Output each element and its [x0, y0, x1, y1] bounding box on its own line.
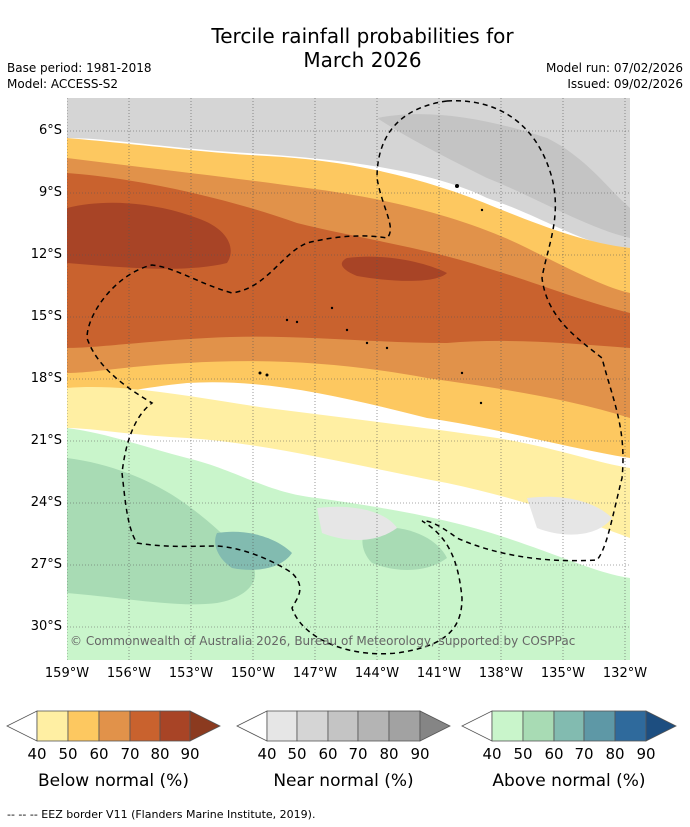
lat-label: 24°S	[30, 495, 62, 510]
above-normal-zone-50-central	[362, 527, 447, 570]
lon-label: 156°W	[106, 666, 152, 681]
base-period: Base period: 1981-2018	[7, 61, 152, 75]
legend-above-normal	[461, 710, 677, 742]
legend-tick: 50	[513, 745, 533, 763]
legend-tick: 80	[150, 745, 170, 763]
legend-tick: 70	[348, 745, 368, 763]
lon-label: 153°W	[168, 666, 214, 681]
title-line-1: Tercile rainfall probabilities for	[211, 24, 514, 48]
lon-label: 159°W	[44, 666, 90, 681]
legend-title-near: Near normal (%)	[273, 771, 414, 791]
legend-near-normal	[236, 710, 451, 742]
legend-below-normal	[6, 710, 221, 742]
legend-tick: 70	[574, 745, 594, 763]
legend-tick: 60	[544, 745, 564, 763]
eez-footnote: -- -- -- EEZ border V11 (Flanders Marine…	[7, 808, 316, 821]
legend-tick: 90	[410, 745, 430, 763]
issued-date: Issued: 09/02/2026	[567, 77, 683, 91]
title-line-2: March 2026	[303, 48, 422, 72]
lat-label: 12°S	[30, 247, 62, 262]
graticule	[67, 98, 630, 660]
legend-tick: 80	[605, 745, 625, 763]
map-title: Tercile rainfall probabilities for March…	[0, 24, 690, 72]
below-normal-zone-80-central	[341, 256, 447, 281]
eez-border-central	[86, 100, 463, 655]
near-normal-zone-southeast	[527, 496, 612, 535]
probability-map	[67, 98, 630, 660]
lon-label: 147°W	[292, 666, 338, 681]
model-name: Model: ACCESS-S2	[7, 77, 119, 91]
legend-colorbars	[6, 710, 677, 742]
legend-tick: 80	[379, 745, 399, 763]
lat-label: 21°S	[30, 433, 62, 448]
lat-label: 18°S	[30, 371, 62, 386]
below-normal-zone-40	[67, 387, 630, 538]
meta-right: Model run: 07/02/2026 Issued: 09/02/2026	[546, 60, 683, 92]
lon-label: 132°W	[602, 666, 648, 681]
lat-label: 15°S	[30, 309, 62, 324]
island-markers	[258, 184, 484, 405]
near-normal-zone-north-dark	[377, 114, 630, 238]
legend-title-below: Below normal (%)	[38, 771, 189, 791]
legend-tick: 90	[636, 745, 656, 763]
legend-tick: 60	[89, 745, 109, 763]
model-run: Model run: 07/02/2026	[545, 61, 683, 75]
eez-borders	[86, 100, 624, 655]
above-normal-zone-50-west	[67, 458, 256, 605]
below-normal-zone-80-west	[67, 202, 231, 269]
lon-label: 138°W	[478, 666, 524, 681]
lat-label: 27°S	[30, 557, 62, 572]
lon-label: 150°W	[230, 666, 276, 681]
lat-label: 30°S	[30, 619, 62, 634]
legend-title-above: Above normal (%)	[492, 771, 646, 791]
lon-label: 144°W	[354, 666, 400, 681]
legend-tick: 40	[482, 745, 502, 763]
lat-label: 6°S	[38, 123, 62, 138]
meta-left: Base period: 1981-2018 Model: ACCESS-S2	[7, 60, 152, 92]
legend-tick: 90	[180, 745, 200, 763]
legend-tick: 70	[120, 745, 140, 763]
legend-tick: 50	[287, 745, 307, 763]
legend-tick: 40	[257, 745, 277, 763]
lat-label: 9°S	[38, 185, 62, 200]
lon-label: 135°W	[540, 666, 586, 681]
copyright-notice: © Commonwealth of Australia 2026, Bureau…	[70, 634, 576, 648]
legend-tick: 40	[27, 745, 47, 763]
above-normal-zone-60	[215, 531, 292, 570]
lon-label: 141°W	[416, 666, 462, 681]
legend-tick: 50	[58, 745, 78, 763]
legend-tick: 60	[318, 745, 338, 763]
